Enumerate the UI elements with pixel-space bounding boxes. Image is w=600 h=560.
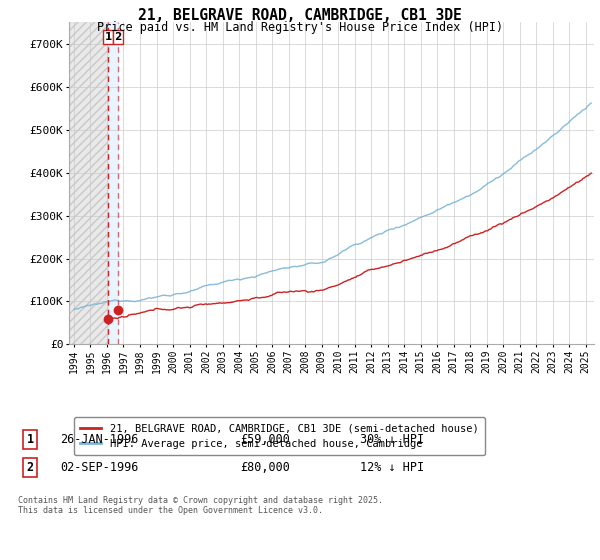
Text: 12% ↓ HPI: 12% ↓ HPI	[360, 461, 424, 474]
Text: 2: 2	[26, 461, 34, 474]
Text: 26-JAN-1996: 26-JAN-1996	[60, 433, 139, 446]
Bar	[108, 22, 118, 344]
Text: 2: 2	[115, 32, 122, 42]
Text: Contains HM Land Registry data © Crown copyright and database right 2025.
This d: Contains HM Land Registry data © Crown c…	[18, 496, 383, 515]
Text: 1: 1	[104, 32, 112, 42]
Text: £80,000: £80,000	[240, 461, 290, 474]
Bar	[69, 22, 108, 344]
Bar	[69, 22, 108, 344]
Text: 30% ↓ HPI: 30% ↓ HPI	[360, 433, 424, 446]
Legend: 21, BELGRAVE ROAD, CAMBRIDGE, CB1 3DE (semi-detached house), HPI: Average price,: 21, BELGRAVE ROAD, CAMBRIDGE, CB1 3DE (s…	[74, 417, 485, 455]
Text: 21, BELGRAVE ROAD, CAMBRIDGE, CB1 3DE: 21, BELGRAVE ROAD, CAMBRIDGE, CB1 3DE	[138, 8, 462, 24]
Text: £59,000: £59,000	[240, 433, 290, 446]
Text: 1: 1	[26, 433, 34, 446]
Text: 02-SEP-1996: 02-SEP-1996	[60, 461, 139, 474]
Text: Price paid vs. HM Land Registry's House Price Index (HPI): Price paid vs. HM Land Registry's House …	[97, 21, 503, 34]
